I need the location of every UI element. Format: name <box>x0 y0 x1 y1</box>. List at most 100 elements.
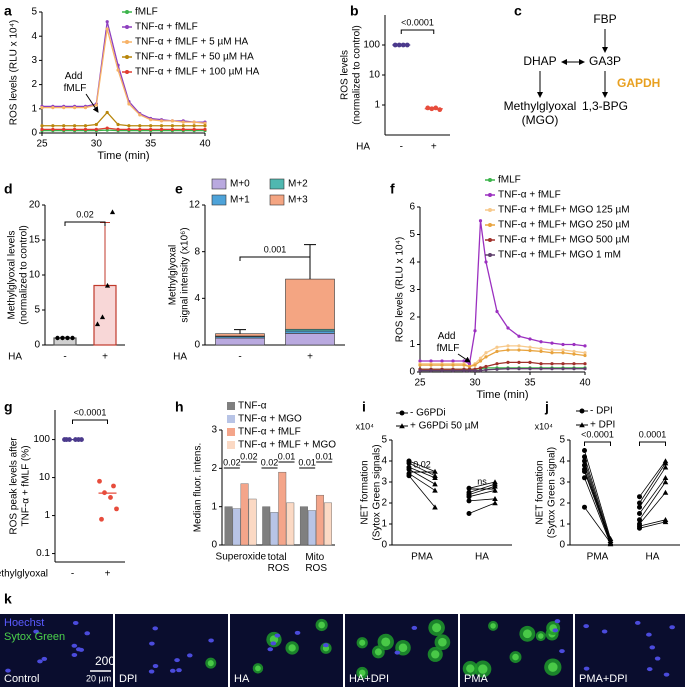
legend-swatch <box>211 178 227 190</box>
point <box>62 124 66 128</box>
point <box>116 68 120 72</box>
hoechst-nucleus <box>33 629 39 634</box>
point <box>192 120 196 124</box>
point <box>583 353 587 358</box>
point <box>462 359 466 363</box>
legend-label: M+0 <box>230 179 250 190</box>
data-point <box>662 475 669 481</box>
y-axis-label: (Sytox Green signal) <box>547 447 558 538</box>
point <box>495 367 499 371</box>
y-multiplier: x10⁴ <box>356 421 375 431</box>
x-tick-label: HA <box>646 552 660 563</box>
pair-line <box>584 506 611 544</box>
y-tick-label: 0.1 <box>36 548 50 559</box>
data-point <box>109 209 116 215</box>
x-tick-label: 35 <box>145 139 157 150</box>
hoechst-nucleus <box>174 658 180 663</box>
series-line <box>420 349 586 368</box>
y-tick-label: 15 <box>29 235 41 246</box>
hoechst-nucleus <box>646 667 653 672</box>
panel-label: d <box>4 181 13 197</box>
point <box>539 367 543 371</box>
data-point <box>466 511 472 516</box>
legend-label: M+1 <box>230 195 250 206</box>
point <box>506 360 510 364</box>
x-tick-label: 40 <box>579 378 591 389</box>
point <box>116 127 120 131</box>
x-tick-label: total ROS <box>268 552 290 574</box>
hoechst-nucleus <box>71 652 78 657</box>
point <box>105 20 109 24</box>
pair-line <box>408 475 436 508</box>
legend-swatch <box>269 178 285 190</box>
hoechst-nucleus <box>186 653 193 658</box>
legend-swatch <box>488 208 492 212</box>
overlay-text: 200 <box>95 654 115 668</box>
data-point <box>637 494 642 500</box>
node: GA3P <box>589 54 621 68</box>
point <box>473 329 477 333</box>
point <box>105 27 109 31</box>
point <box>550 341 554 345</box>
x-tick-label: 30 <box>469 378 481 389</box>
hoechst-nucleus <box>152 664 159 669</box>
point <box>495 362 499 366</box>
hoechst-nucleus <box>583 624 589 629</box>
pair-line <box>408 462 436 477</box>
pair-line <box>639 462 666 504</box>
bar <box>315 494 324 546</box>
pair-line <box>584 450 611 539</box>
point <box>418 369 422 373</box>
y-tick-label: 1 <box>44 510 50 521</box>
hoechst-nucleus <box>208 638 214 643</box>
node: (MGO) <box>522 113 559 127</box>
point <box>478 356 483 360</box>
x-tick-label: + <box>431 142 437 153</box>
point <box>517 360 521 364</box>
hoechst-nucleus <box>72 620 79 625</box>
point <box>506 348 510 352</box>
sytox-cell-core <box>431 650 440 659</box>
p-value: 0.01 <box>298 457 316 467</box>
y-axis-label: ROS peak levels after <box>9 437 20 535</box>
point <box>561 362 565 366</box>
point <box>116 122 120 127</box>
x-tick-label: - <box>400 142 403 153</box>
bar-segment <box>285 330 335 334</box>
point <box>583 351 587 355</box>
hoechst-nucleus <box>267 647 274 652</box>
data-point <box>492 496 498 502</box>
data-point <box>466 494 472 500</box>
legend-label: + G6PDi 50 µM <box>410 421 479 432</box>
panel-label: a <box>4 3 12 19</box>
point <box>73 124 77 128</box>
y-tick-label: 8 <box>194 246 200 257</box>
sytox-cell-core <box>381 637 391 647</box>
sytox-cell-core <box>359 669 366 677</box>
point <box>583 344 587 348</box>
data-point <box>637 525 642 531</box>
y-tick-label: 1 <box>374 100 380 111</box>
annotation: Add fMLF <box>64 71 87 94</box>
hoechst-nucleus <box>37 659 43 664</box>
p-value: 0.02 <box>223 457 241 467</box>
data-point <box>582 448 587 453</box>
y-tick-label: 0 <box>409 367 415 378</box>
legend-label: TNF-α + fMLF+ MGO 125 µM <box>498 205 630 216</box>
y-tick-label: 10 <box>39 472 51 483</box>
node: FBP <box>593 12 616 26</box>
pair-line <box>639 467 666 508</box>
y-tick-label: 10 <box>369 70 381 81</box>
p-value: 0.001 <box>264 244 287 254</box>
point <box>572 362 576 366</box>
data-point <box>637 500 642 506</box>
bar <box>248 498 257 546</box>
point <box>506 326 510 330</box>
point <box>94 103 98 107</box>
y-axis-label: ROS levels (RLU x 10⁴) <box>9 20 20 125</box>
p-value: 0.0001 <box>639 429 667 439</box>
point <box>181 124 185 128</box>
bar <box>240 483 249 546</box>
legend-swatch <box>125 25 129 29</box>
legend-swatch <box>579 408 585 414</box>
